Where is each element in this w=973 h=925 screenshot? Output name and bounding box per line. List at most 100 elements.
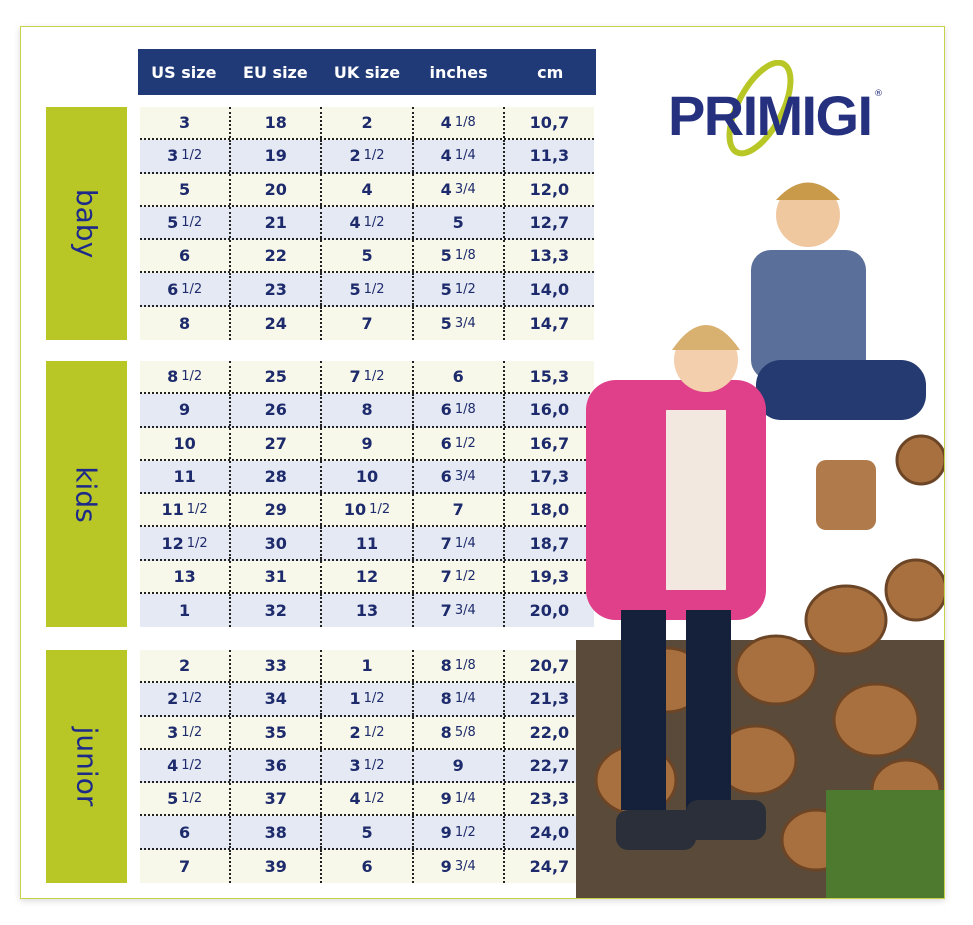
table-cell: 4 1/8 — [414, 107, 505, 139]
table-cell: 39 — [231, 849, 323, 884]
table-cell: 4 1/4 — [414, 140, 505, 172]
table-cell: 6 1/8 — [414, 394, 505, 426]
table-cell: 12,7 — [529, 213, 570, 233]
table-cell: 6 — [414, 361, 505, 393]
svg-text:PRIMIGI: PRIMIGI — [668, 84, 873, 147]
header-inches: inches — [429, 62, 488, 82]
table-cell: 20 — [231, 173, 323, 205]
table-cell: 5 — [140, 173, 232, 205]
header-us: US size — [151, 62, 217, 82]
table-cell: 5 3/4 — [414, 306, 505, 341]
svg-text:®: ® — [874, 89, 883, 99]
size-group-baby: 3 18 2 4 1/8 10,7 3 1/2 19 2 1/2 4 1/4 11,3 5 20 4 4 3/4 12… — [140, 107, 594, 341]
table-cell: 16,7 — [529, 433, 570, 453]
table-cell: 12,0 — [529, 179, 570, 199]
table-cell: 38 — [231, 816, 323, 848]
table-row: 12 1/2 30 11 7 1/4 18,7 — [140, 527, 594, 561]
group-label-text: baby — [70, 188, 103, 259]
table-cell: 2 1/2 — [140, 683, 232, 715]
table-cell: 8 — [322, 394, 414, 426]
table-cell: 32 — [231, 594, 323, 628]
table-cell: 24 — [231, 306, 323, 341]
table-row: 6 38 5 9 1/2 24,0 — [140, 816, 594, 850]
table-cell: 16,0 — [529, 400, 570, 420]
table-cell: 22,0 — [529, 722, 570, 742]
table-cell: 6 — [140, 240, 232, 272]
table-cell: 18 — [231, 107, 323, 139]
group-label-baby: baby — [46, 107, 127, 341]
table-row: 6 1/2 23 5 1/2 5 1/2 14,0 — [140, 273, 594, 307]
table-row: 5 20 4 4 3/4 12,0 — [140, 173, 594, 207]
table-cell: 14,7 — [529, 313, 570, 333]
table-row: 3 18 2 4 1/8 10,7 — [140, 107, 594, 141]
size-group-junior: 2 33 1 8 1/8 20,7 2 1/2 34 1 1/2 8 1/4 21,3 3 1/2 35 2 1/2… — [140, 650, 594, 884]
table-cell: 6 3/4 — [414, 460, 505, 493]
table-cell: 26 — [231, 394, 323, 426]
table-row: 6 22 5 5 1/8 13,3 — [140, 240, 594, 274]
table-row: 9 26 8 6 1/8 16,0 — [140, 394, 594, 428]
table-cell: 20,0 — [529, 601, 570, 621]
table-cell: 24,0 — [529, 822, 570, 842]
table-cell: 5 — [322, 816, 414, 848]
table-cell: 3 1/2 — [140, 140, 232, 172]
table-cell: 6 1/2 — [140, 273, 232, 305]
table-cell: 21 — [231, 206, 323, 239]
table-cell: 15,3 — [529, 367, 570, 387]
table-cell: 29 — [231, 494, 323, 526]
table-row: 8 1/2 25 7 1/2 6 15,3 — [140, 361, 594, 395]
table-cell: 8 1/2 — [140, 361, 232, 393]
children-on-logs-photo — [576, 182, 944, 898]
table-cell: 6 — [322, 849, 414, 884]
table-row: 7 39 6 9 3/4 24,7 — [140, 849, 594, 884]
table-cell: 13 — [140, 560, 232, 593]
table-row: 8 24 7 5 3/4 14,7 — [140, 306, 594, 341]
table-cell: 24,7 — [529, 856, 570, 876]
table-cell: 13,3 — [529, 246, 570, 266]
table-header: US size EU size UK size inches cm — [138, 49, 596, 95]
table-cell: 19 — [231, 140, 323, 172]
table-cell: 12 — [322, 560, 414, 593]
table-cell: 11 1/2 — [140, 494, 232, 526]
table-cell: 7 — [140, 849, 232, 884]
table-cell: 3 1/2 — [140, 716, 232, 748]
table-cell: 7 — [322, 306, 414, 341]
table-cell: 2 1/2 — [322, 140, 414, 172]
table-cell: 10 1/2 — [322, 494, 414, 526]
table-cell: 23 — [231, 273, 323, 305]
table-cell: 10 — [322, 460, 414, 493]
group-label-text: junior — [69, 726, 103, 807]
table-cell: 14,0 — [529, 279, 570, 299]
table-cell: 33 — [231, 650, 323, 682]
table-cell: 2 — [322, 107, 414, 139]
table-row: 1 32 13 7 3/4 20,0 — [140, 594, 594, 628]
table-cell: 10,7 — [529, 113, 570, 133]
table-cell: 6 1/2 — [414, 427, 505, 459]
table-cell: 7 1/2 — [414, 560, 505, 593]
table-cell: 35 — [231, 716, 323, 748]
table-cell: 6 — [140, 816, 232, 848]
table-cell: 23,3 — [529, 789, 570, 809]
table-cell: 7 3/4 — [414, 594, 505, 628]
table-row: 2 1/2 34 1 1/2 8 1/4 21,3 — [140, 683, 594, 717]
table-cell: 9 1/4 — [414, 783, 505, 815]
table-cell: 11 — [140, 460, 232, 493]
table-cell: 1 — [322, 650, 414, 682]
table-cell: 4 3/4 — [414, 173, 505, 205]
header-uk: UK size — [333, 62, 401, 82]
table-cell: 22,7 — [529, 756, 570, 776]
table-cell: 30 — [231, 527, 323, 559]
table-cell: 19,3 — [529, 566, 570, 586]
table-cell: 5 1/2 — [140, 783, 232, 815]
table-row: 11 1/2 29 10 1/2 7 18,0 — [140, 494, 594, 528]
table-cell: 11 — [322, 527, 414, 559]
table-cell: 9 — [322, 427, 414, 459]
table-row: 11 28 10 6 3/4 17,3 — [140, 460, 594, 495]
table-cell: 27 — [231, 427, 323, 459]
table-cell: 1 1/2 — [322, 683, 414, 715]
table-cell: 3 1/2 — [322, 749, 414, 782]
table-cell: 21,3 — [529, 689, 570, 709]
table-row: 5 1/2 37 4 1/2 9 1/4 23,3 — [140, 783, 594, 817]
table-cell: 9 — [414, 749, 505, 782]
group-label-text: kids — [69, 466, 103, 523]
table-cell: 20,7 — [529, 656, 570, 676]
